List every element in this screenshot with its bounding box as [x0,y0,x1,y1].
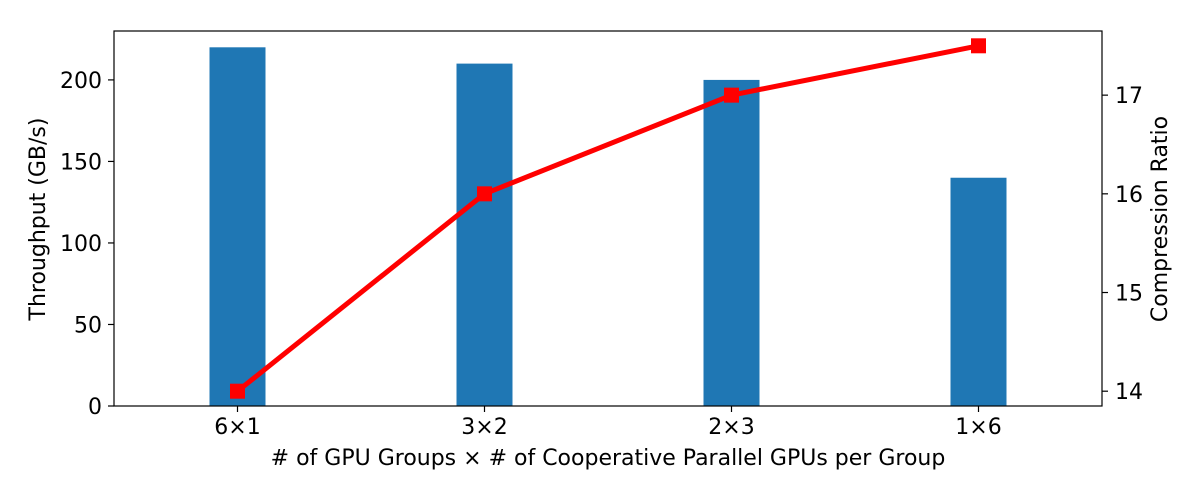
bars-layer [209,47,1007,407]
axis-ticks: 0 50 100 150 200 14 15 16 17 6×1 3×2 2×3 1×6 [60,69,1143,440]
throughput-bar-2 [456,63,513,406]
y-axis-title: Throughput (GB/s) [26,118,51,322]
y-tick-label: 200 [60,69,102,94]
x-tick-label: 1×6 [955,415,1001,440]
throughput-bar-3 [703,79,760,407]
x-axis-title: # of GPU Groups × # of Cooperative Paral… [271,446,946,471]
x-tick-label: 6×1 [214,415,260,440]
compression-ratio-marker-2 [477,186,492,202]
plot-border [113,30,1103,407]
y2-tick-label: 17 [1115,84,1143,109]
x-tick-label: 2×3 [708,415,754,440]
throughput-bar-1 [209,47,266,406]
y2-tick-label: 15 [1115,282,1143,307]
compression-ratio-marker-1 [230,383,245,399]
y-tick-label: 100 [60,232,102,257]
y-tick-label: 0 [88,395,102,420]
compression-ratio-marker-3 [724,87,739,103]
y-tick-label: 50 [74,313,102,338]
compression-ratio-line [235,43,981,394]
x-tick-label: 3×2 [461,415,507,440]
compression-ratio-marker-4 [971,38,986,54]
y2-axis-title: Compression Ratio [1148,116,1173,322]
plot-frame [113,30,1103,407]
throughput-bar-4 [950,177,1007,406]
y2-tick-label: 14 [1115,380,1143,405]
line-layer [230,38,986,399]
y2-tick-label: 16 [1115,183,1143,208]
y-tick-label: 150 [60,150,102,175]
